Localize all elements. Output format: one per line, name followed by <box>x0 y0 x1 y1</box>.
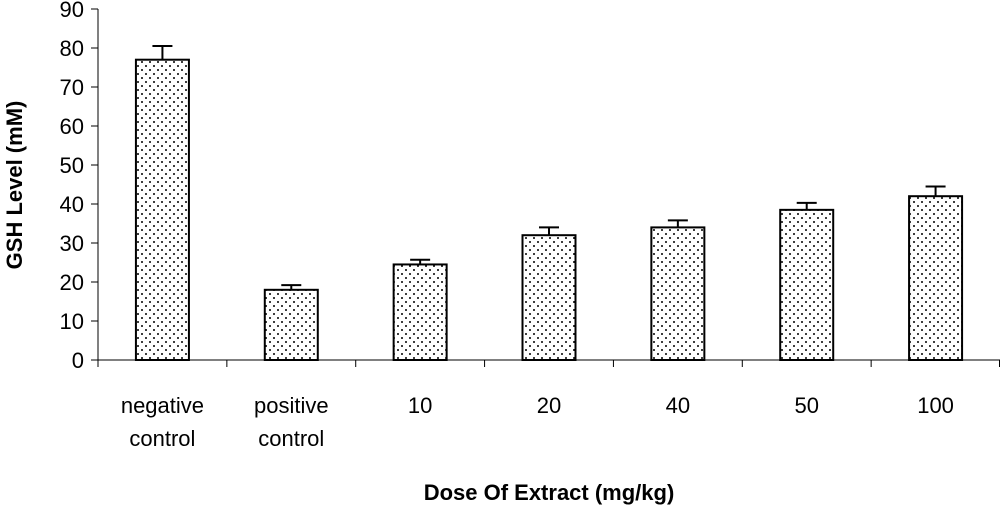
y-tick-label: 80 <box>60 36 84 61</box>
x-category-label: control <box>258 426 324 451</box>
y-tick-label: 60 <box>60 114 84 139</box>
bar <box>650 226 706 361</box>
x-category-label: 40 <box>666 393 690 418</box>
y-tick-label: 40 <box>60 192 84 217</box>
bar <box>779 208 835 361</box>
x-category-label: positive <box>254 393 329 418</box>
bars <box>134 45 964 362</box>
y-tick-label: 10 <box>60 309 84 334</box>
bar <box>263 288 319 361</box>
y-tick-label: 50 <box>60 153 84 178</box>
x-axis-title: Dose Of Extract (mg/kg) <box>424 480 675 505</box>
x-axis: negative control positive control 10 20 40 50 10… <box>97 359 1000 451</box>
bar <box>392 263 448 362</box>
bar <box>521 234 577 361</box>
x-category-label: negative <box>121 393 204 418</box>
y-tick-label: 30 <box>60 231 84 256</box>
y-axis: 0 10 20 30 40 50 60 70 80 90 <box>60 0 99 373</box>
y-tick-label: 20 <box>60 270 84 295</box>
y-tick-label: 90 <box>60 0 84 22</box>
x-category-label: 20 <box>537 393 561 418</box>
y-axis-title: GSH Level (mM) <box>2 101 27 270</box>
y-tick-label: 70 <box>60 75 84 100</box>
bar <box>908 195 964 361</box>
bar <box>134 58 190 361</box>
x-category-label: 100 <box>917 393 954 418</box>
x-category-label: control <box>129 426 195 451</box>
x-category-label: 50 <box>794 393 818 418</box>
x-category-label: 10 <box>408 393 432 418</box>
y-tick-label: 0 <box>72 348 84 373</box>
